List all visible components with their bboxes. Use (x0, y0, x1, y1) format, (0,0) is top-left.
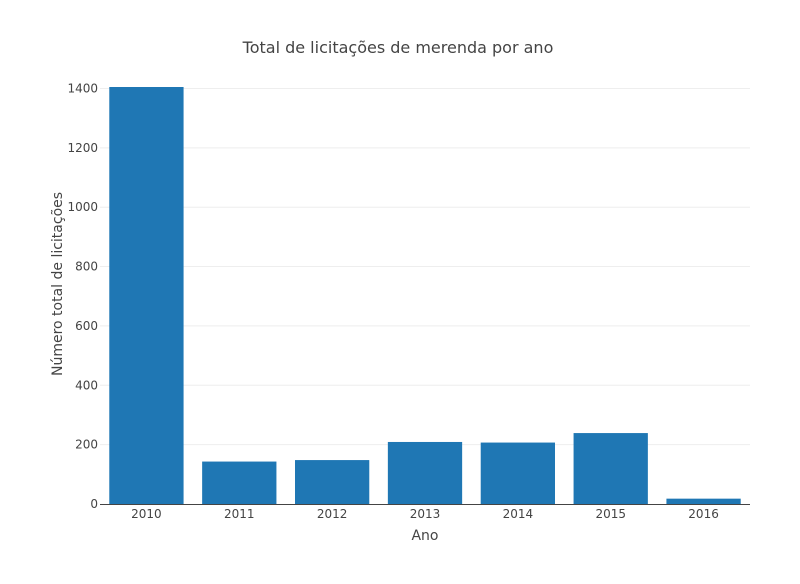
x-tick-label: 2010 (131, 507, 162, 521)
x-tick-label: 2015 (595, 507, 626, 521)
gridlines (100, 87, 750, 446)
bar-2012[interactable] (295, 460, 370, 504)
bars (109, 87, 741, 504)
x-tick-label: 2013 (410, 507, 441, 521)
y-tick-label: 600 (75, 319, 98, 333)
bar-2010[interactable] (109, 87, 184, 504)
bar-2011[interactable] (202, 461, 277, 504)
x-tick-label: 2011 (224, 507, 255, 521)
y-tick-labels: 0 200 400 600 800 1000 1200 1400 (67, 81, 98, 511)
x-tick-label: 2012 (317, 507, 348, 521)
y-tick-label: 0 (90, 497, 98, 511)
y-tick-label: 1200 (67, 141, 98, 155)
y-tick-label: 1400 (67, 81, 98, 95)
y-tick-label: 800 (75, 260, 98, 274)
x-tick-label: 2016 (688, 507, 719, 521)
chart-title: Total de licitações de merenda por ano (242, 38, 554, 57)
y-tick-label: 400 (75, 378, 98, 392)
x-tick-labels: 2010 2011 2012 2013 2014 2015 2016 (131, 507, 719, 521)
y-axis-label: Número total de licitações (50, 192, 66, 376)
bar-2016[interactable] (666, 498, 741, 504)
bar-2015[interactable] (573, 433, 648, 504)
x-axis-label: Ano (411, 528, 438, 544)
bar-2013[interactable] (387, 441, 463, 504)
bar-2014[interactable] (480, 442, 555, 504)
y-tick-label: 1000 (67, 200, 98, 214)
x-tick-label: 2014 (503, 507, 534, 521)
y-tick-label: 200 (75, 438, 98, 452)
